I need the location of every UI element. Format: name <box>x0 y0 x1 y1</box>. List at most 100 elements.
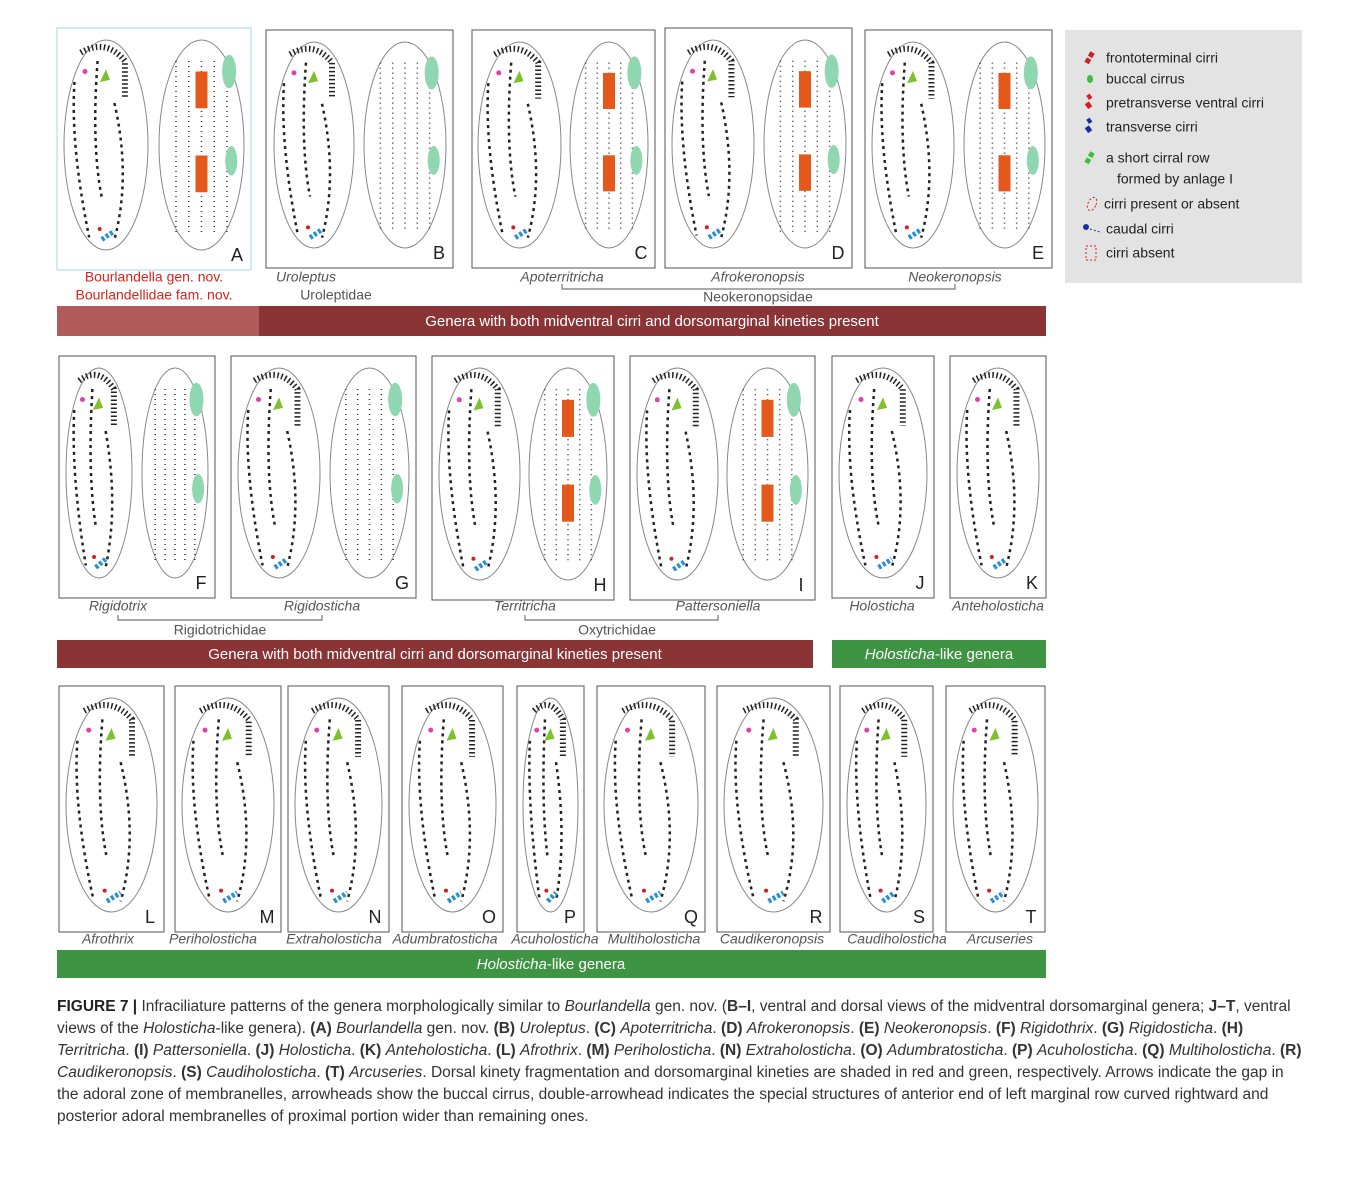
transverse <box>881 890 896 904</box>
midventral <box>214 719 225 859</box>
pretransverse <box>306 225 310 230</box>
frontoterminal <box>456 397 462 403</box>
genus-label: Afrothrix <box>81 931 135 947</box>
genus-label: Apoterritricha <box>519 269 603 285</box>
legend-text: cirri present or absent <box>1104 196 1240 212</box>
panel <box>949 355 1047 599</box>
caption-run: Territricha <box>57 1042 126 1059</box>
caption-run: Pattersoniella <box>152 1042 247 1059</box>
buccal-cirrus <box>880 727 891 741</box>
transverse <box>672 558 688 572</box>
legend-icon <box>1084 125 1093 134</box>
cirri-row <box>486 431 497 570</box>
caption-run: (D) <box>721 1020 743 1037</box>
cell-outline <box>522 697 579 913</box>
caption-run: -like genera). <box>215 1020 311 1037</box>
transverse <box>545 891 558 904</box>
cirri-row <box>854 740 872 900</box>
caption-run: Multiholosticha <box>1168 1042 1272 1059</box>
legend-icon <box>1087 51 1095 59</box>
buccal-cirrus <box>671 397 682 411</box>
dorsomarginal <box>824 54 839 88</box>
adoral-zone <box>861 702 908 757</box>
legend-icon <box>1084 157 1092 165</box>
genus-label: Uroleptus <box>276 269 336 285</box>
dorsomarginal <box>789 475 802 505</box>
panel-letter: I <box>798 575 803 595</box>
adoral-zone <box>77 371 117 426</box>
transverse <box>94 557 108 570</box>
pretransverse <box>102 888 107 893</box>
panel-letter: H <box>594 575 607 595</box>
caption-run: . <box>351 1042 360 1059</box>
cell-outline <box>273 41 355 249</box>
genus-label: Pattersoniella <box>676 598 761 614</box>
group-label: Genera with both midventral cirri and do… <box>208 646 662 663</box>
frontoterminal <box>746 727 752 733</box>
caption-run: B–I <box>727 998 752 1015</box>
cell-outline <box>956 367 1040 579</box>
caption-run: . <box>577 1042 587 1059</box>
cell-outline <box>671 39 755 249</box>
frontoterminal <box>428 727 434 733</box>
frontoterminal <box>890 70 895 76</box>
genus-label: Rigidosticha <box>284 598 360 614</box>
caption-run: Infraciliature patterns of the genera mo… <box>141 998 565 1015</box>
caption-run: (Q) <box>1142 1042 1165 1059</box>
caption-run: (K) <box>359 1042 382 1059</box>
group-label: Genera with both midventral cirri and do… <box>425 313 879 330</box>
genus-label: Rigidotrix <box>89 598 148 614</box>
adoral-zone <box>424 702 476 757</box>
midventral <box>901 62 911 197</box>
legend-text: frontoterminal cirri <box>1106 50 1218 66</box>
panel <box>56 27 252 271</box>
fragmentation <box>603 155 615 192</box>
caption-run: Afrothrix <box>520 1042 578 1059</box>
buccal-cirrus <box>105 727 116 741</box>
transverse <box>308 227 324 240</box>
genus-label: Holosticha <box>849 598 915 614</box>
pretransverse <box>471 556 476 561</box>
dorsomarginal <box>1023 56 1038 90</box>
adoral-zone <box>288 45 335 99</box>
cell-outline <box>438 367 521 581</box>
panel <box>664 27 853 269</box>
frontoterminal <box>625 727 630 733</box>
cell-outline <box>158 39 245 251</box>
group-bar <box>832 640 1046 668</box>
pretransverse <box>97 227 102 231</box>
transverse <box>989 890 1006 904</box>
fragmentation <box>562 484 574 522</box>
transverse <box>474 558 490 572</box>
fragmentation <box>603 72 615 109</box>
caption-run: . <box>585 1020 595 1037</box>
family-bracket <box>524 615 719 621</box>
frontoterminal <box>858 397 864 402</box>
transverse <box>877 556 894 570</box>
genus-label: Extraholosticha <box>286 931 382 947</box>
cirri-row <box>303 740 323 900</box>
caption-run: Rigidothrix <box>1020 1020 1094 1037</box>
caption-run: , ventral views of the <box>57 998 1291 1037</box>
dorsomarginal <box>225 146 238 176</box>
panel <box>431 355 615 601</box>
caption-run: . <box>850 1020 859 1037</box>
cell-outline <box>726 367 809 581</box>
group-bar <box>57 640 813 668</box>
caption-run: . <box>487 1042 496 1059</box>
genus-label: Caudikeronopsis <box>720 931 824 947</box>
cirri-row <box>447 410 465 568</box>
transverse <box>707 227 723 240</box>
cell-outline <box>846 697 927 913</box>
dorsomarginal <box>586 382 601 417</box>
cirri-row <box>72 81 91 238</box>
caption-run: gen. nov. ( <box>650 998 728 1015</box>
cirri-row <box>282 83 300 236</box>
frontoterminal <box>971 727 977 733</box>
cell-outline <box>63 39 149 251</box>
panel <box>945 685 1046 933</box>
buccal-cirrus <box>767 727 778 741</box>
caption-run: Neokeronopsis <box>883 1020 988 1037</box>
legend-text: buccal cirrus <box>1106 71 1185 87</box>
family-label: Rigidotrichidae <box>174 622 267 638</box>
